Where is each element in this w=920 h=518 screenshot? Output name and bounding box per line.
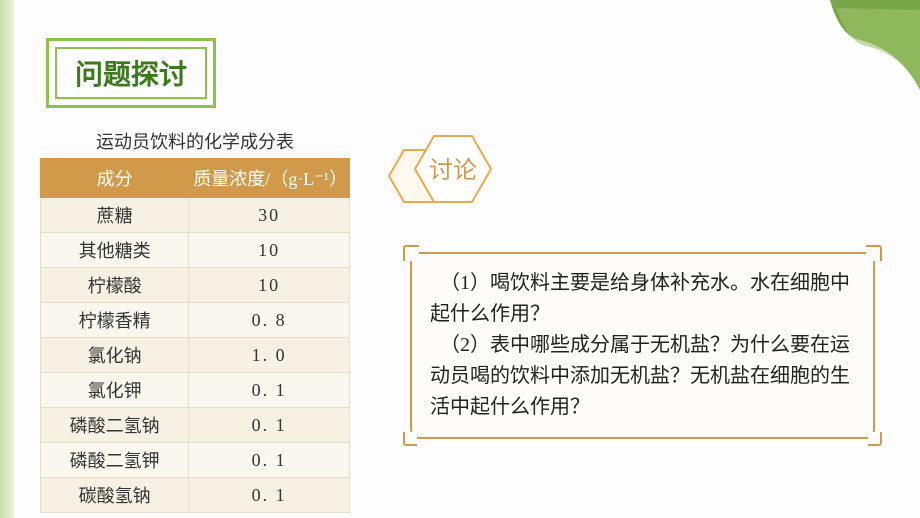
table-caption: 运动员饮料的化学成分表 [40, 128, 350, 154]
hexagon-icon: 讨论 [380, 130, 510, 230]
table-row: 柠檬香精0. 8 [41, 303, 350, 338]
discussion-box: （1）喝饮料主要是给身体补充水。水在细胞中起什么作用？ （2）表中哪些成分属于无… [410, 252, 875, 439]
composition-table-wrap: 运动员饮料的化学成分表 成分 质量浓度/（g·L⁻¹） 蔗糖30 其他糖类10 … [40, 128, 350, 513]
table-row: 氯化钾0. 1 [41, 373, 350, 408]
table-row: 其他糖类10 [41, 233, 350, 268]
discussion-hexagon: 讨论 [380, 130, 510, 230]
table-row: 氯化钠1. 0 [41, 338, 350, 373]
composition-table: 成分 质量浓度/（g·L⁻¹） 蔗糖30 其他糖类10 柠檬酸10 柠檬香精0.… [40, 158, 350, 513]
discussion-question-1: （1）喝饮料主要是给身体补充水。水在细胞中起什么作用？ [430, 268, 855, 330]
table-header-row: 成分 质量浓度/（g·L⁻¹） [41, 159, 350, 198]
discussion-question-2: （2）表中哪些成分属于无机盐？为什么要在运动员喝的饮料中添加无机盐？无机盐在细胞… [430, 330, 855, 423]
left-gradient-bar [0, 0, 14, 518]
table-row: 磷酸二氢钠0. 1 [41, 408, 350, 443]
hexagon-label: 讨论 [429, 157, 477, 184]
page-title: 问题探讨 [75, 59, 187, 90]
table-row: 柠檬酸10 [41, 268, 350, 303]
table-row: 磷酸二氢钾0. 1 [41, 443, 350, 478]
col-header-ingredient: 成分 [41, 159, 189, 198]
title-box: 问题探讨 [46, 38, 216, 108]
table-row: 蔗糖30 [41, 198, 350, 233]
table-row: 碳酸氢钠0. 1 [41, 478, 350, 513]
col-header-concentration: 质量浓度/（g·L⁻¹） [189, 159, 350, 198]
corner-decoration [830, 0, 920, 90]
